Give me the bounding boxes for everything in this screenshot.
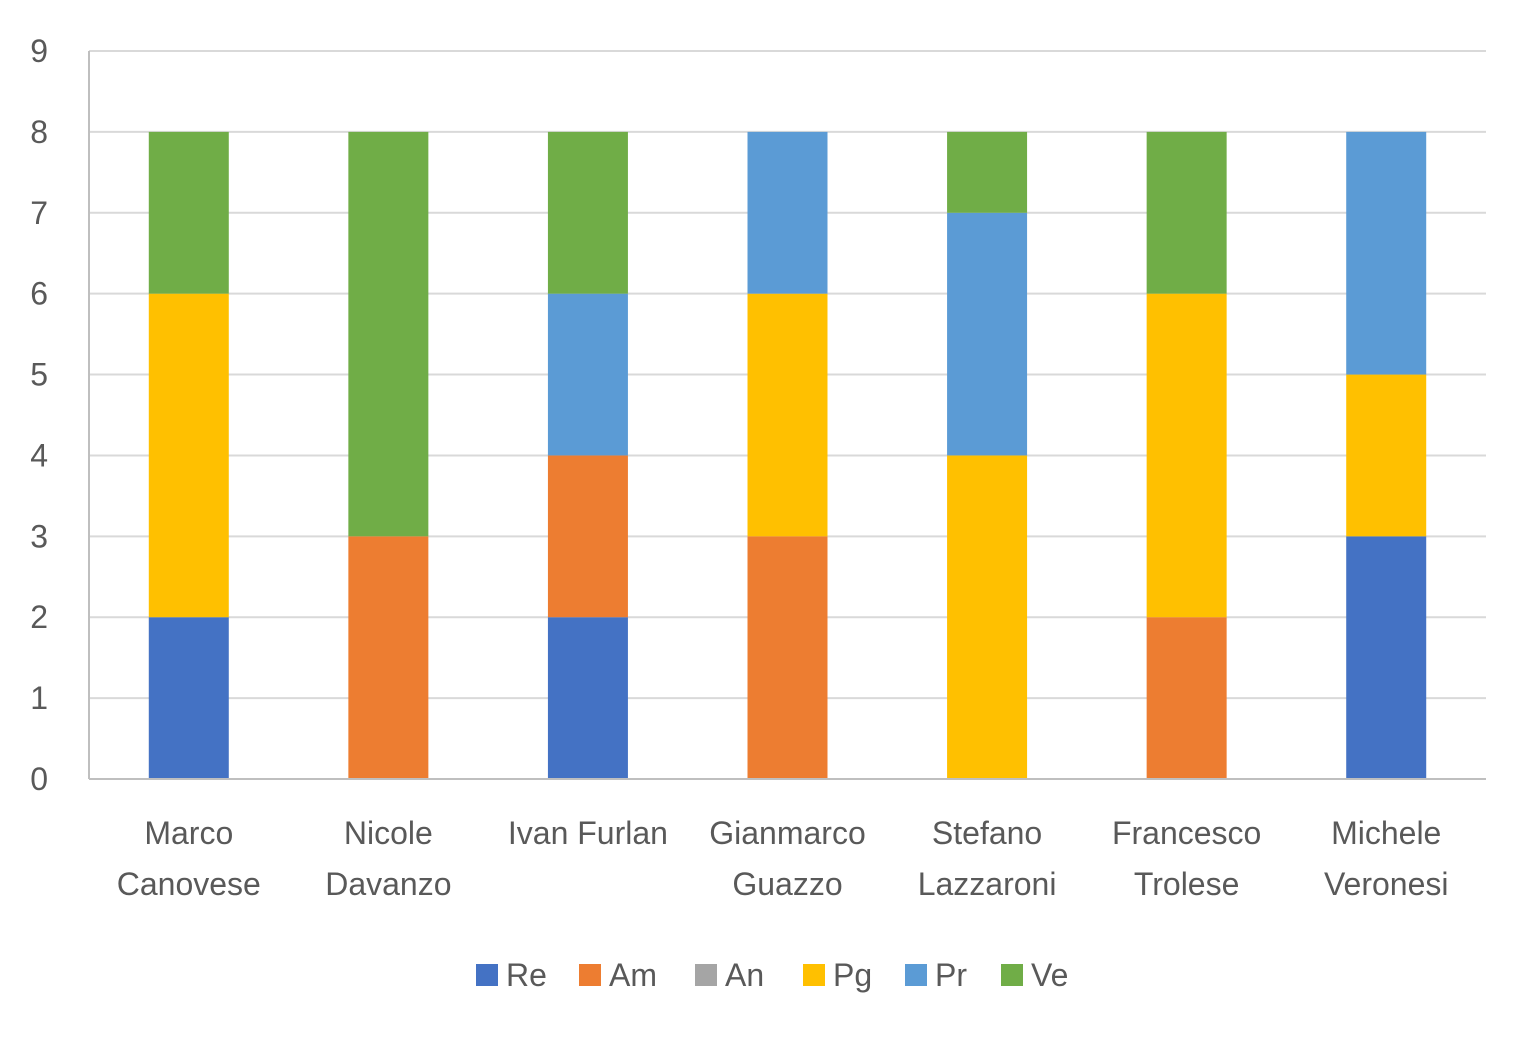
legend-label: Ve [1031,957,1068,993]
bar-segment-pg [1346,374,1427,537]
legend: Re Am An Pg Pr Ve [476,957,1068,993]
x-axis-category-labels: Marco Canovese Nicole Davanzo Ivan Furlan Gia… [117,815,1449,902]
x-category-label: Marco Canovese [117,815,261,902]
x-axis [88,51,1486,780]
x-category-label-line: Ivan Furlan [508,815,668,851]
bar-segment-ve [348,131,429,537]
legend-item-pr: Pr [905,957,967,993]
x-category-label-line: Gianmarco [709,815,866,851]
bar-segment-re [148,617,229,779]
bar-segment-ve [547,131,628,294]
y-tick-label: 9 [30,33,48,69]
x-category-label: Ivan Furlan [508,815,668,851]
x-category-label-line: Marco [144,815,233,851]
bar-segment-ve [947,131,1028,213]
y-tick-label: 6 [30,276,48,312]
x-category-label: Stefano Lazzaroni [918,815,1057,902]
legend-label: An [725,957,764,993]
bar-segment-pr [947,212,1028,456]
legend-swatch [579,964,601,986]
x-category-label-line: Nicole [344,815,433,851]
legend-swatch [476,964,498,986]
bar-segment-ve [148,131,229,294]
bar-segment-pg [747,293,828,537]
x-category-label-line: Canovese [117,866,261,902]
legend-item-ve: Ve [1001,957,1068,993]
legend-item-re: Re [476,957,547,993]
y-axis-tick-labels: 0 1 2 3 4 5 6 7 8 9 [30,33,48,797]
bar-segment-am [348,536,429,779]
bar-segment-pr [547,293,628,456]
bar-segment-pr [747,131,828,294]
x-category-label-line: Francesco [1112,815,1261,851]
legend-label: Am [609,957,657,993]
bar-segment-re [547,617,628,779]
bar-segment-ve [1146,131,1227,294]
legend-item-pg: Pg [803,957,872,993]
legend-label: Pr [935,957,967,993]
bar-segment-pg [947,455,1028,779]
y-tick-label: 1 [30,680,48,716]
x-category-label-line: Guazzo [732,866,842,902]
legend-label: Pg [833,957,872,993]
y-tick-label: 0 [30,761,48,797]
y-tick-label: 2 [30,599,48,635]
bar-segment-pr [1346,131,1427,375]
x-category-label: Francesco Trolese [1112,815,1261,902]
legend-item-am: Am [579,957,657,993]
x-category-label-line: Veronesi [1324,866,1449,902]
legend-swatch [1001,964,1023,986]
x-category-label-line: Lazzaroni [918,866,1057,902]
y-tick-label: 7 [30,195,48,231]
legend-swatch [695,964,717,986]
y-tick-label: 5 [30,357,48,393]
x-category-label-line: Trolese [1134,866,1240,902]
bars [148,131,1427,779]
legend-item-an: An [695,957,764,993]
bar-segment-am [747,536,828,779]
bar-segment-am [547,455,628,618]
bar-segment-pg [148,293,229,618]
x-category-label: Gianmarco Guazzo [709,815,866,902]
x-category-label-line: Michele [1331,815,1441,851]
x-category-label: Michele Veronesi [1324,815,1449,902]
x-category-label-line: Stefano [932,815,1042,851]
legend-swatch [803,964,825,986]
bar-segment-re [1346,536,1427,779]
x-category-label-line: Davanzo [325,866,451,902]
bar-segment-am [1146,617,1227,779]
bar-segment-pg [1146,293,1227,618]
x-category-label: Nicole Davanzo [325,815,451,902]
y-tick-label: 3 [30,518,48,554]
legend-label: Re [506,957,547,993]
y-tick-label: 4 [30,437,48,473]
y-tick-label: 8 [30,114,48,150]
legend-swatch [905,964,927,986]
